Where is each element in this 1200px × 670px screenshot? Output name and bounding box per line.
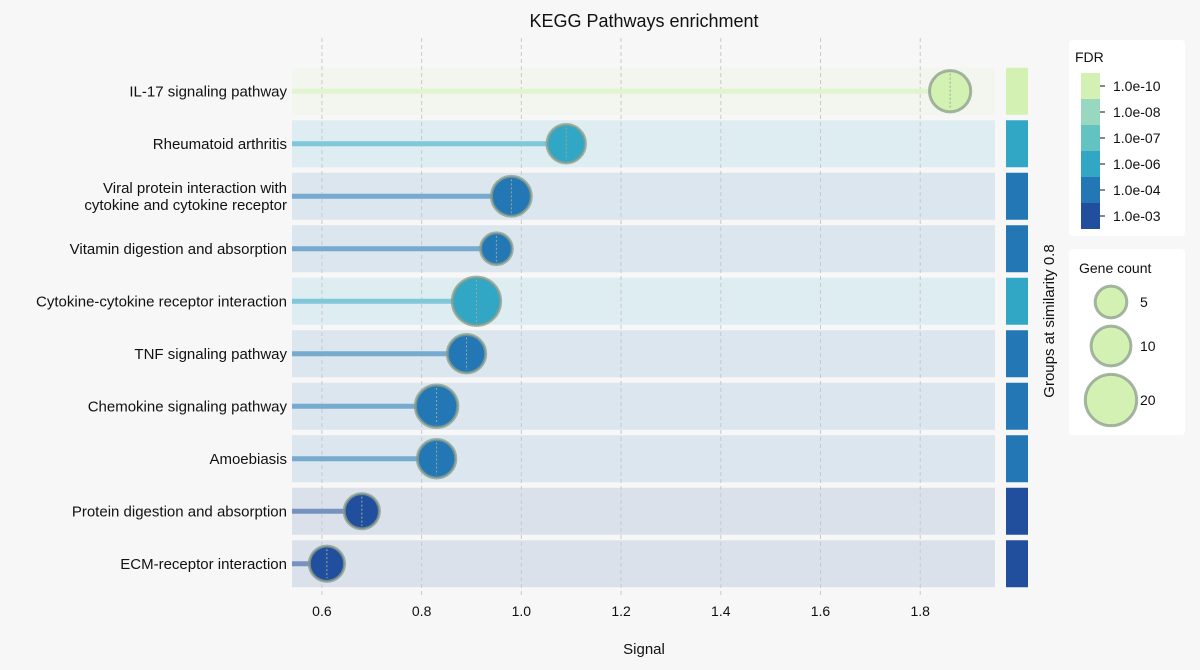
x-tick-label: 1.8 <box>910 603 930 619</box>
group-axis-label: Groups at similarity 0.8 <box>1041 244 1058 397</box>
category-label-line: cytokine and cytokine receptor <box>84 197 287 214</box>
lollipop-point <box>342 492 381 531</box>
fdr-legend-title: FDR <box>1075 49 1104 65</box>
fdr-legend-label: 1.0e-06 <box>1113 156 1161 172</box>
size-legend-label: 20 <box>1140 392 1156 408</box>
category-label: Cytokine-cytokine receptor interaction <box>36 293 287 310</box>
fdr-legend-swatch <box>1081 151 1100 177</box>
category-label-line: Vitamin digestion and absorption <box>70 241 287 258</box>
category-label-line: Chemokine signaling pathway <box>88 398 288 415</box>
x-tick-label: 1.6 <box>811 603 831 619</box>
row-band <box>292 487 995 535</box>
lollipop-point <box>413 383 460 429</box>
x-tick-label: 1.0 <box>512 603 532 619</box>
category-label: ECM-receptor interaction <box>120 556 287 573</box>
fdr-legend-label: 1.0e-10 <box>1113 78 1161 94</box>
category-label-line: Rheumatoid arthritis <box>153 136 287 153</box>
fdr-legend-label: 1.0e-04 <box>1113 182 1161 198</box>
size-legend-label: 10 <box>1140 338 1156 354</box>
size-legend-bubble <box>1089 324 1133 368</box>
group-strip-cell <box>1006 382 1028 430</box>
fdr-legend-swatch <box>1081 99 1100 125</box>
fdr-legend-label: 1.0e-03 <box>1113 208 1161 224</box>
row-band <box>292 540 995 588</box>
fdr-legend-swatch <box>1081 177 1100 203</box>
size-legend-bubble <box>1083 372 1139 428</box>
category-label-line: Viral protein interaction with <box>103 180 287 197</box>
x-tick-label: 0.8 <box>412 603 432 619</box>
lollipop-point <box>307 544 347 583</box>
fdr-legend-label: 1.0e-07 <box>1113 130 1161 146</box>
fdr-legend-swatch <box>1081 203 1100 229</box>
group-strip-cell <box>1006 540 1028 588</box>
group-strip-cell <box>1006 435 1028 483</box>
category-label-line: TNF signaling pathway <box>134 346 287 363</box>
fdr-legend-swatch <box>1081 125 1100 151</box>
category-label: Amoebiasis <box>209 451 287 468</box>
category-label: Vitamin digestion and absorption <box>70 241 287 258</box>
group-strip-cell <box>1006 120 1028 168</box>
category-label: Rheumatoid arthritis <box>153 136 287 153</box>
category-label: TNF signaling pathway <box>134 346 287 363</box>
size-legend-title: Gene count <box>1079 260 1151 276</box>
size-legend-label: 5 <box>1140 294 1148 310</box>
x-tick-label: 0.6 <box>312 603 332 619</box>
category-label-line: IL-17 signaling pathway <box>129 83 287 100</box>
category-label: Viral protein interaction with cytokine a… <box>84 180 287 214</box>
fdr-legend-swatch <box>1081 73 1100 99</box>
category-label-line: ECM-receptor interaction <box>120 556 287 573</box>
group-strip-cell <box>1006 330 1028 378</box>
group-strip-cell <box>1006 487 1028 535</box>
x-tick-label: 1.4 <box>711 603 731 619</box>
chart-title: KEGG Pathways enrichment <box>529 11 758 31</box>
size-legend-bubble <box>1093 284 1129 320</box>
category-label: Chemokine signaling pathway <box>88 398 288 415</box>
category-label: IL-17 signaling pathway <box>129 83 287 100</box>
group-strip-cell <box>1006 277 1028 325</box>
category-label-line: Amoebiasis <box>209 451 287 468</box>
category-label-line: Protein digestion and absorption <box>72 503 287 520</box>
group-strip-cell <box>1006 225 1028 273</box>
category-label-line: Cytokine-cytokine receptor interaction <box>36 293 287 310</box>
category-label: Protein digestion and absorption <box>72 503 287 520</box>
fdr-legend-label: 1.0e-08 <box>1113 104 1161 120</box>
group-strip-cell <box>1006 172 1028 220</box>
x-tick-label: 1.2 <box>611 603 631 619</box>
x-axis-label: Signal <box>623 641 665 658</box>
group-strip-cell <box>1006 67 1028 115</box>
